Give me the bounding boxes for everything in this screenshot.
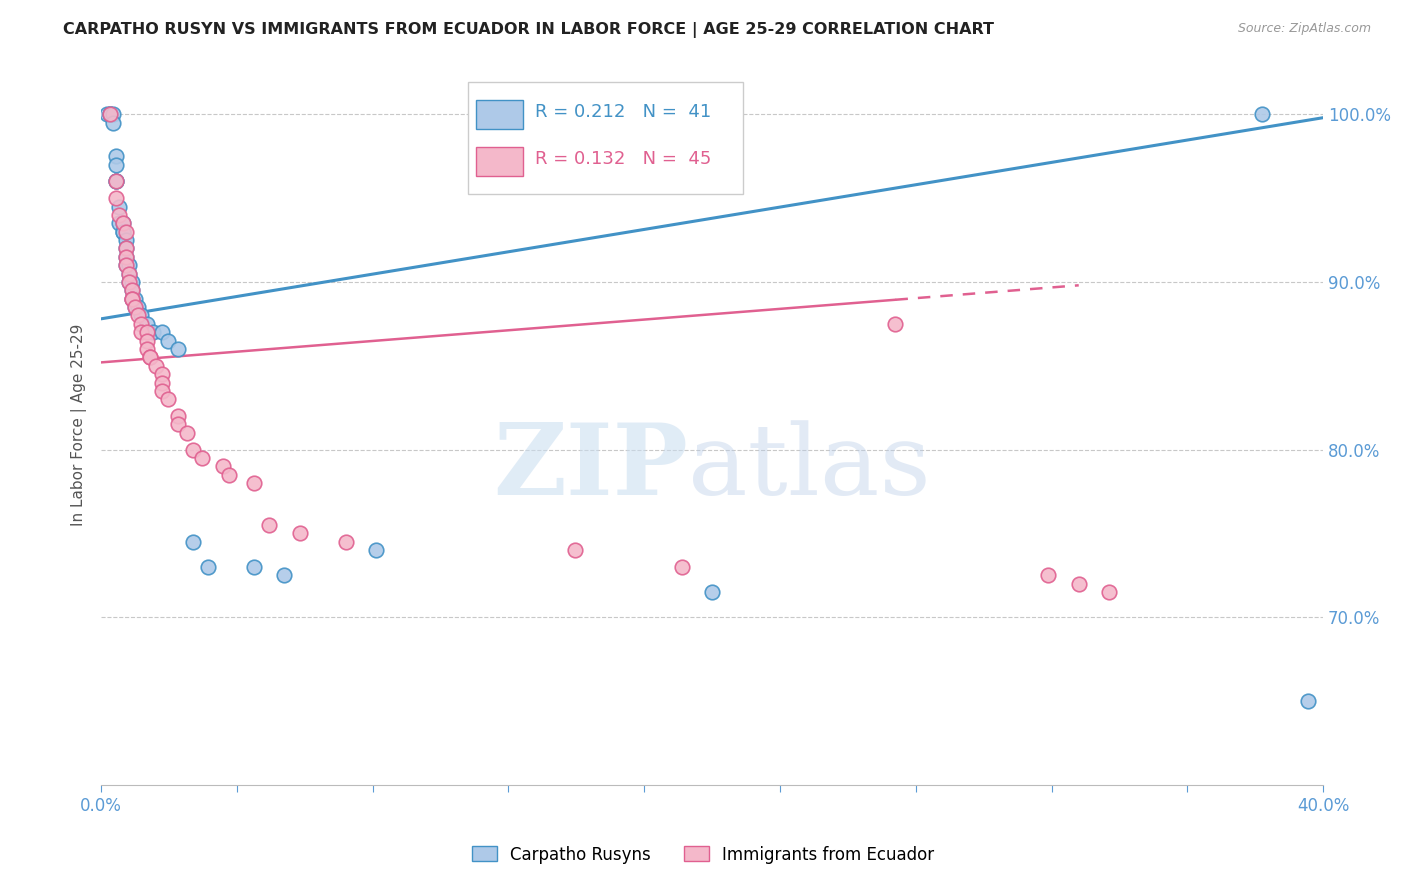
Point [243,560,266,574]
Point [105,174,128,188]
Point [157,392,180,407]
Point [103,116,125,130]
Point [181,442,204,457]
Point [114,250,136,264]
Point [142,325,165,339]
Point [121,275,143,289]
Point [114,242,136,256]
Point [111,225,134,239]
Point [114,233,136,247]
Point [127,300,149,314]
Point [564,543,586,558]
Point [117,275,139,289]
Point [243,476,266,491]
Point [150,376,173,390]
Point [111,216,134,230]
Point [114,225,136,239]
Point [700,585,723,599]
Point [105,174,128,188]
Point [108,216,131,230]
Point [124,300,146,314]
Point [117,267,139,281]
Point [129,317,152,331]
Point [103,107,125,121]
Point [124,300,146,314]
Point [98,107,121,121]
Point [139,351,162,365]
Point [108,200,131,214]
Point [129,325,152,339]
Point [157,334,180,348]
Point [111,225,134,239]
Point [114,258,136,272]
Point [127,309,149,323]
Y-axis label: In Labor Force | Age 25-29: In Labor Force | Age 25-29 [72,323,87,525]
Point [124,292,146,306]
Point [166,409,188,423]
Point [121,292,143,306]
Point [96,107,118,121]
Point [166,417,188,432]
Point [136,342,159,356]
Point [105,174,128,188]
Point [121,283,143,297]
Point [121,292,143,306]
Point [671,560,693,574]
Point [105,191,128,205]
Point [150,384,173,398]
Point [181,534,204,549]
Point [1038,568,1060,582]
Point [117,275,139,289]
Point [1296,694,1319,708]
Text: R = 0.132   N =  45: R = 0.132 N = 45 [534,150,711,169]
Point [145,359,167,373]
Point [117,267,139,281]
Legend: Carpatho Rusyns, Immigrants from Ecuador: Carpatho Rusyns, Immigrants from Ecuador [465,839,941,871]
Point [150,325,173,339]
Point [364,543,387,558]
Text: R = 0.212   N =  41: R = 0.212 N = 41 [534,103,711,121]
Point [150,367,173,381]
Point [108,208,131,222]
Point [288,526,311,541]
Point [105,149,128,163]
Point [136,334,159,348]
Text: Source: ZipAtlas.com: Source: ZipAtlas.com [1237,22,1371,36]
Point [117,258,139,272]
Point [273,568,295,582]
Point [98,107,121,121]
Point [197,560,219,574]
Point [1251,107,1274,121]
Point [98,107,121,121]
Point [111,216,134,230]
Point [136,317,159,331]
FancyBboxPatch shape [477,100,523,129]
Point [114,242,136,256]
Text: CARPATHO RUSYN VS IMMIGRANTS FROM ECUADOR IN LABOR FORCE | AGE 25-29 CORRELATION: CARPATHO RUSYN VS IMMIGRANTS FROM ECUADO… [63,22,994,38]
Point [884,317,907,331]
Point [176,425,198,440]
FancyBboxPatch shape [468,82,742,194]
Text: ZIP: ZIP [494,419,688,516]
Point [212,459,235,474]
Point [139,351,162,365]
Point [105,158,128,172]
Point [121,283,143,297]
Point [121,292,143,306]
Text: atlas: atlas [688,420,931,516]
Point [218,467,240,482]
FancyBboxPatch shape [477,147,523,176]
Point [136,325,159,339]
Point [129,309,152,323]
Point [114,258,136,272]
Point [191,450,214,465]
Point [114,250,136,264]
Point [335,534,357,549]
Point [1098,585,1121,599]
Point [257,518,280,533]
Point [1067,576,1090,591]
Point [166,342,188,356]
